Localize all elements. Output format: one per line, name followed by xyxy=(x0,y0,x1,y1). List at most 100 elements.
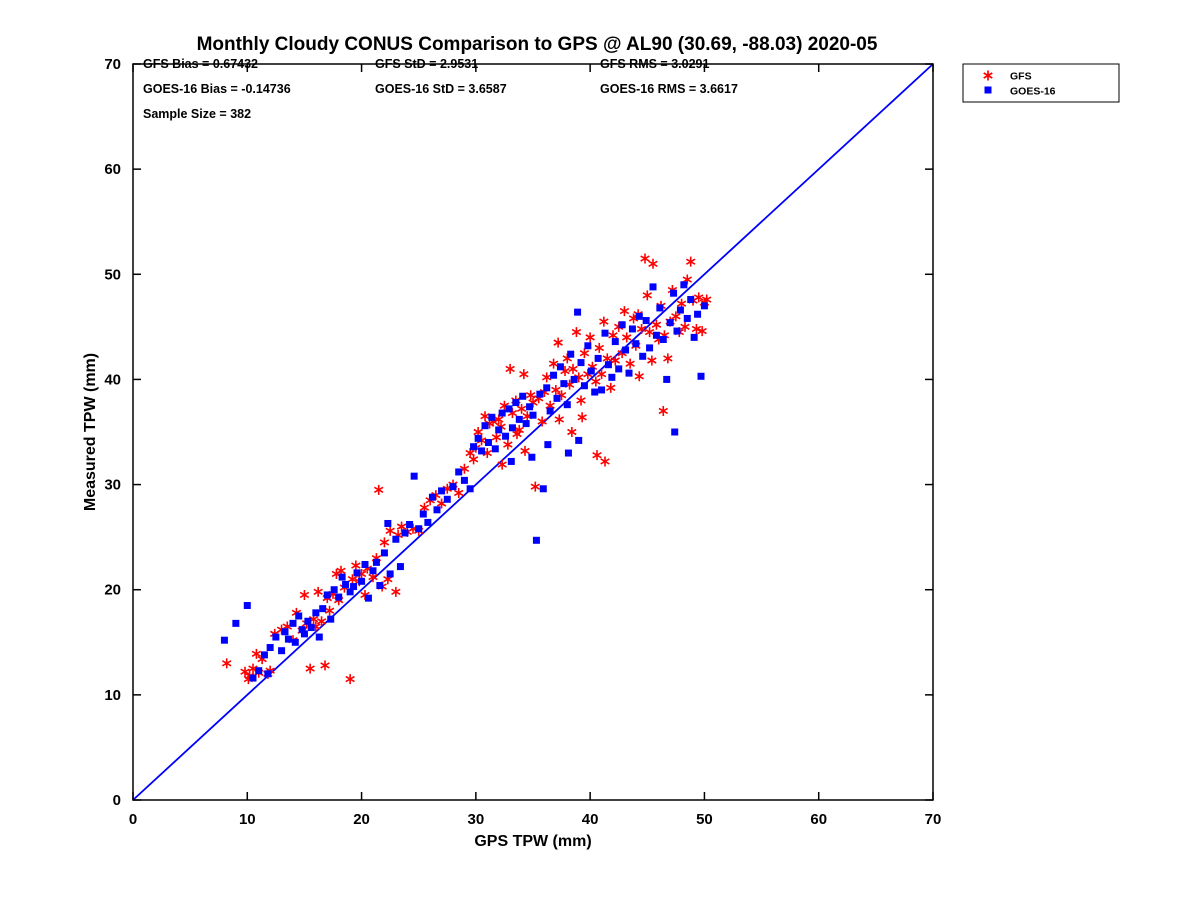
goes-point-marker xyxy=(536,390,544,398)
legend-box xyxy=(962,63,1120,103)
gfs-point-marker xyxy=(520,445,530,456)
goes-point-marker xyxy=(300,630,308,638)
goes-point-marker xyxy=(570,375,578,383)
plot-frame xyxy=(132,63,934,801)
x-tick-label: 40 xyxy=(582,811,599,828)
gfs-point-marker xyxy=(379,537,390,548)
goes-point-marker xyxy=(327,615,335,623)
series-layer xyxy=(220,253,712,685)
goes-marker-icon xyxy=(984,86,992,94)
goes-point-marker xyxy=(553,394,561,402)
goes-point-marker xyxy=(491,445,499,453)
goes-point-marker xyxy=(584,342,592,350)
gfs-point-marker xyxy=(497,459,507,470)
gfs-point-marker xyxy=(663,353,673,364)
gfs-point-marker xyxy=(571,327,582,338)
goes-point-marker xyxy=(652,331,660,339)
goes-point-marker xyxy=(550,371,558,379)
y-tick-label: 30 xyxy=(104,477,121,494)
goes-point-marker xyxy=(281,628,289,636)
goes-point-marker xyxy=(410,472,418,480)
goes-point-marker xyxy=(618,321,626,329)
gfs-point-marker xyxy=(621,332,632,343)
goes-point-marker xyxy=(601,329,609,337)
goes-point-marker xyxy=(577,359,585,367)
gfs-point-marker xyxy=(693,292,704,303)
goes-point-marker xyxy=(460,476,468,484)
stat-goes-std: GOES-16 StD = 3.6587 xyxy=(375,82,507,96)
goes-point-marker xyxy=(659,335,667,343)
gfs-point-marker xyxy=(480,411,490,422)
goes-point-marker xyxy=(628,325,636,333)
goes-point-marker xyxy=(272,633,280,641)
goes-point-marker xyxy=(676,306,684,314)
gfs-point-marker xyxy=(519,369,529,380)
goes-point-marker xyxy=(673,327,681,335)
gfs-point-marker xyxy=(537,416,547,427)
x-tick-label: 10 xyxy=(239,811,256,828)
goes-point-marker xyxy=(532,536,540,544)
gfs-point-marker xyxy=(251,648,262,659)
series-goes-16 xyxy=(220,281,708,682)
gfs-point-marker xyxy=(320,660,330,671)
goes-point-marker xyxy=(330,586,338,594)
goes-point-marker xyxy=(529,411,537,419)
goes-point-marker xyxy=(264,670,272,678)
goes-point-marker xyxy=(642,317,650,325)
stat-gfs-std: GFS StD = 2.9531 xyxy=(375,57,478,71)
goes-point-marker xyxy=(539,485,547,493)
gfs-point-marker xyxy=(596,369,607,380)
goes-point-marker xyxy=(364,594,372,602)
goes-point-marker xyxy=(338,573,346,581)
goes-point-marker xyxy=(646,344,654,352)
goes-point-marker xyxy=(481,422,489,430)
gfs-point-marker xyxy=(644,327,655,338)
goes-point-marker xyxy=(495,426,503,434)
goes-point-marker xyxy=(690,333,698,341)
goes-point-marker xyxy=(484,439,492,447)
goes-point-marker xyxy=(474,434,482,442)
goes-point-marker xyxy=(392,535,400,543)
goes-point-marker xyxy=(396,563,404,571)
x-tick-label: 30 xyxy=(468,811,485,828)
gfs-point-marker xyxy=(316,616,327,627)
y-tick-label: 60 xyxy=(104,161,121,178)
gfs-point-marker xyxy=(468,454,479,465)
gfs-point-marker xyxy=(685,256,696,267)
identity-line xyxy=(132,63,934,801)
goes-point-marker xyxy=(307,624,315,632)
gfs-point-marker xyxy=(551,384,561,395)
goes-point-marker xyxy=(406,521,414,529)
goes-point-marker xyxy=(663,375,671,383)
goes-point-marker xyxy=(666,319,674,327)
goes-point-marker xyxy=(428,493,436,501)
goes-point-marker xyxy=(291,638,299,646)
goes-point-marker xyxy=(312,609,320,617)
gfs-point-marker xyxy=(453,487,464,498)
y-tick-label: 50 xyxy=(104,266,121,283)
gfs-point-marker xyxy=(548,358,559,369)
gfs-point-marker xyxy=(530,481,541,492)
goes-point-marker xyxy=(488,413,496,421)
goes-point-marker xyxy=(567,350,575,358)
goes-point-marker xyxy=(449,483,457,491)
gfs-point-marker xyxy=(619,306,630,317)
goes-point-marker xyxy=(369,567,377,575)
y-tick-label: 0 xyxy=(113,792,121,809)
goes-point-marker xyxy=(419,510,427,518)
stat-goes-rms: GOES-16 RMS = 3.6617 xyxy=(600,82,738,96)
gfs-point-marker xyxy=(391,586,401,597)
goes-point-marker xyxy=(508,424,516,432)
stat-gfs-bias: GFS Bias = 0.67432 xyxy=(143,57,258,71)
gfs-point-marker xyxy=(594,342,605,353)
goes-point-marker xyxy=(502,432,510,440)
gfs-point-marker xyxy=(240,666,250,677)
ticks-layer: 0 10 20 30 40 50 60 70 0 10 20 30 40 50 60 70 xyxy=(104,56,941,828)
y-tick-label: 10 xyxy=(104,687,121,704)
goes-point-marker xyxy=(323,591,331,599)
goes-point-marker xyxy=(575,436,583,444)
gfs-point-marker xyxy=(647,355,657,366)
gfs-point-marker xyxy=(625,358,635,369)
